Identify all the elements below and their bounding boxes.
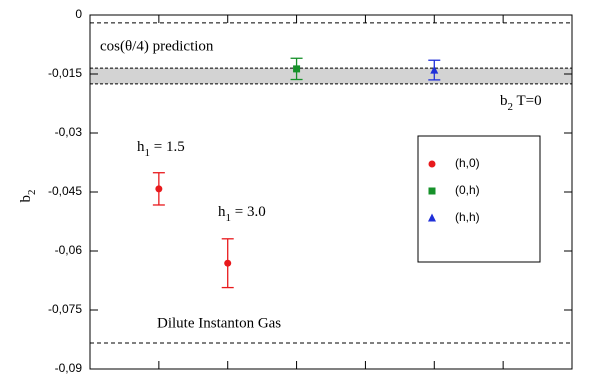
annotation: h1 = 3.0 <box>218 204 266 223</box>
point <box>155 185 163 193</box>
annotation-sub: 1 <box>145 147 151 159</box>
y-tick-label: 0 <box>75 7 82 21</box>
reference-label: Dilute Instanton Gas <box>157 315 281 331</box>
annotation-main: h <box>218 204 226 220</box>
annotation: h1 = 1.5 <box>137 139 185 158</box>
band <box>90 68 572 84</box>
legend-marker <box>428 160 436 168</box>
legend-marker <box>428 187 436 195</box>
annotation-sub: 1 <box>226 212 232 224</box>
legend-label: (h,h) <box>455 210 480 224</box>
band-label-sub: 2 <box>508 101 514 113</box>
legend-label: (h,0) <box>455 156 480 170</box>
y-tick-label: -0,075 <box>48 302 82 316</box>
y-tick-label: -0,06 <box>55 243 83 257</box>
annotation-tail: = 1.5 <box>150 139 185 155</box>
point <box>224 259 232 267</box>
y-axis-label: b2 <box>18 190 37 203</box>
y-axis-label-sub: 2 <box>26 190 38 196</box>
y-tick-label: -0,015 <box>48 66 82 80</box>
annotation-main: h <box>137 139 145 155</box>
band-label-tail: T=0 <box>513 93 542 109</box>
reference-label: cos(θ/4) prediction <box>100 38 214 54</box>
annotation-tail: = 3.0 <box>231 204 266 220</box>
y-tick-label: -0,045 <box>48 184 82 198</box>
legend-box <box>417 135 541 263</box>
band-label-main: b <box>500 93 508 109</box>
band-label: b2 T=0 <box>500 93 542 112</box>
y-tick-label: -0,03 <box>55 125 83 139</box>
y-axis-label-main: b <box>18 195 34 203</box>
point <box>293 65 301 73</box>
legend-label: (0,h) <box>455 183 480 197</box>
y-tick-label: -0,09 <box>55 361 83 375</box>
legend-marker <box>428 213 436 222</box>
point <box>430 65 439 74</box>
